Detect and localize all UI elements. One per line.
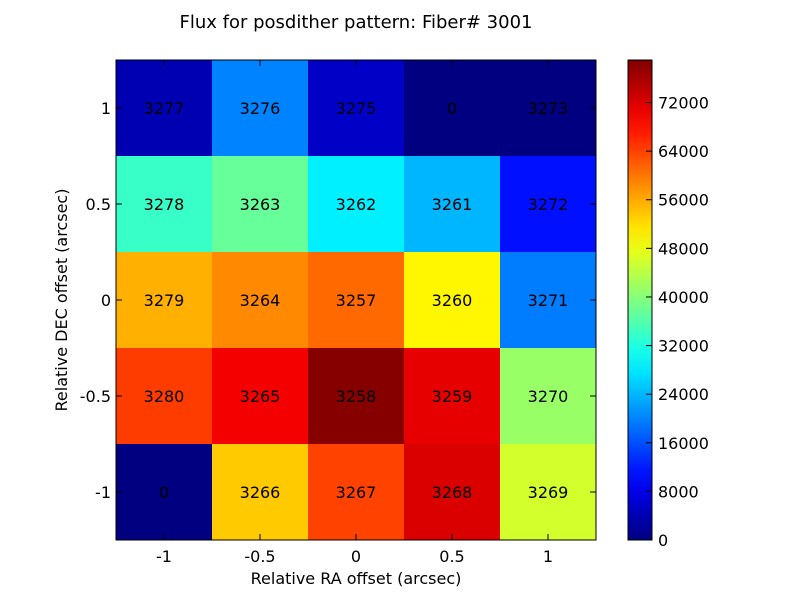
cell-value-label: 3261 xyxy=(432,195,473,214)
colorbar-tick-label: 0 xyxy=(658,531,668,550)
heatmap-cell xyxy=(404,156,500,252)
cell-value-label: 0 xyxy=(159,483,169,502)
heatmap-cell xyxy=(404,444,500,540)
cell-value-label: 3279 xyxy=(144,291,185,310)
heatmap-cell xyxy=(116,60,212,156)
colorbar-tick-label: 32000 xyxy=(658,337,709,356)
colorbar-tick-label: 8000 xyxy=(658,482,699,501)
y-axis: 1 0.5 0 -0.5 -1 xyxy=(80,99,596,502)
y-axis-label: Relative DEC offset (arcsec) xyxy=(52,189,71,412)
colorbar: 0 8000 16000 24000 32000 40000 48000 56000 64000… xyxy=(627,59,709,550)
cell-value-label: 3280 xyxy=(144,387,185,406)
cell-value-label: 3259 xyxy=(432,387,473,406)
heatmap-cell xyxy=(404,60,500,156)
cell-value-label: 3271 xyxy=(528,291,569,310)
cell-labels: 3277 3276 3275 0 3273 3278 3263 3262 3261 3272 327… xyxy=(144,99,569,502)
colorbar-tick-label: 72000 xyxy=(658,94,709,113)
heatmap-cells xyxy=(116,60,596,540)
heatmap-cell xyxy=(308,60,404,156)
cell-value-label: 3273 xyxy=(528,99,569,118)
cell-value-label: 3267 xyxy=(336,483,377,502)
heatmap-cell xyxy=(212,60,308,156)
heatmap-cell xyxy=(500,60,596,156)
heatmap-cell xyxy=(404,252,500,348)
heatmap-cell xyxy=(500,156,596,252)
cell-value-label: 3270 xyxy=(528,387,569,406)
colorbar-gradient xyxy=(628,60,652,540)
x-tick-label: 0 xyxy=(351,547,361,566)
heatmap-cell xyxy=(500,348,596,444)
cell-value-label: 3263 xyxy=(240,195,281,214)
y-tick-label: 0.5 xyxy=(86,195,111,214)
cell-value-label: 3269 xyxy=(528,483,569,502)
cell-value-label: 3265 xyxy=(240,387,281,406)
x-axis: -1 -0.5 0 0.5 1 xyxy=(156,60,553,566)
y-tick-label: -0.5 xyxy=(80,387,111,406)
cell-value-label: 3264 xyxy=(240,291,281,310)
heatmap-cell xyxy=(212,444,308,540)
cell-value-label: 3277 xyxy=(144,99,185,118)
colorbar-tick-label: 56000 xyxy=(658,191,709,210)
colorbar-tick-label: 64000 xyxy=(658,142,709,161)
heatmap-cell xyxy=(212,348,308,444)
y-tick-label: -1 xyxy=(95,483,111,502)
x-tick-label: -0.5 xyxy=(244,547,275,566)
heatmap-cell xyxy=(116,348,212,444)
cell-value-label: 3258 xyxy=(336,387,377,406)
x-axis-label: Relative RA offset (arcsec) xyxy=(251,569,462,588)
cell-value-label: 3268 xyxy=(432,483,473,502)
cell-value-label: 3275 xyxy=(336,99,377,118)
colorbar-frame xyxy=(627,59,653,541)
x-tick-label: 1 xyxy=(543,547,553,566)
x-tick-label: -1 xyxy=(156,547,172,566)
cell-value-label: 3266 xyxy=(240,483,281,502)
x-tick-label: 0.5 xyxy=(439,547,464,566)
colorbar-tick-label: 16000 xyxy=(658,434,709,453)
cell-value-label: 3260 xyxy=(432,291,473,310)
colorbar-tick-label: 40000 xyxy=(658,288,709,307)
heatmap-cell xyxy=(308,252,404,348)
cell-value-label: 3278 xyxy=(144,195,185,214)
cell-value-label: 0 xyxy=(447,99,457,118)
cell-value-label: 3262 xyxy=(336,195,377,214)
heatmap-cell xyxy=(116,156,212,252)
heatmap-cell xyxy=(116,444,212,540)
heatmap-cell xyxy=(212,252,308,348)
y-tick-label: 0 xyxy=(101,291,111,310)
heatmap-cell xyxy=(212,156,308,252)
cell-value-label: 3276 xyxy=(240,99,281,118)
y-tick-label: 1 xyxy=(101,99,111,118)
heatmap-cell xyxy=(308,348,404,444)
heatmap-cell xyxy=(404,348,500,444)
colorbar-tick-label: 48000 xyxy=(658,239,709,258)
heatmap-cell xyxy=(308,156,404,252)
heatmap-cell xyxy=(116,252,212,348)
chart-title: Flux for posdither pattern: Fiber# 3001 xyxy=(180,12,533,33)
heatmap-cell xyxy=(500,444,596,540)
heatmap-cell xyxy=(500,252,596,348)
heatmap-cell xyxy=(308,444,404,540)
cell-value-label: 3257 xyxy=(336,291,377,310)
colorbar-tick-label: 24000 xyxy=(658,385,709,404)
cell-value-label: 3272 xyxy=(528,195,569,214)
